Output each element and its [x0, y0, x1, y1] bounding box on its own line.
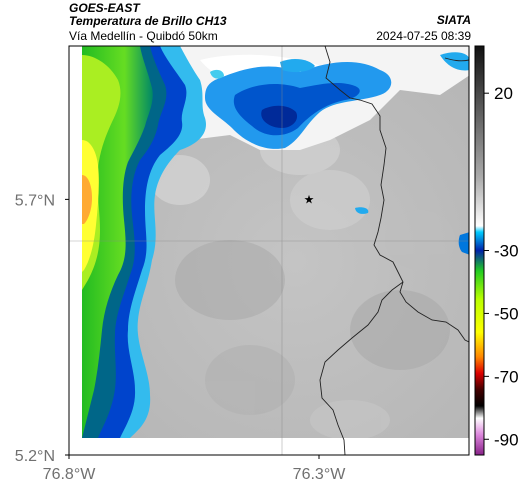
x-axis-ticks: 76.8°W 76.3°W — [43, 455, 347, 483]
y-axis-ticks: 5.7°N 5.2°N — [15, 192, 69, 465]
satellite-name: GOES-EAST — [69, 1, 140, 15]
colorbar-tick-label: -30 — [494, 242, 519, 261]
location-star-icon: ★ — [304, 192, 315, 206]
x-tick-label: 76.8°W — [43, 466, 97, 483]
gridlines — [69, 46, 469, 455]
plot-border — [68, 45, 470, 456]
route-subtitle: Vía Medellín - Quibdó 50km — [69, 29, 218, 43]
boundaries — [319, 45, 470, 456]
colorbar-tick-label: 20 — [494, 84, 513, 103]
y-tick-label: 5.2°N — [15, 448, 55, 465]
y-tick-label: 5.7°N — [15, 192, 55, 209]
satellite-image — [82, 46, 469, 438]
timestamp: 2024-07-25 08:39 — [376, 29, 471, 43]
organization-name: SIATA — [436, 13, 471, 27]
colorbar-tick-label: -90 — [494, 430, 519, 449]
product-title: Temperatura de Brillo CH13 — [69, 14, 227, 28]
colorbar-tick-label: -70 — [494, 367, 519, 386]
colorbar: 20 -30 -50 -70 -90 — [474, 45, 519, 456]
colorbar-tick-label: -50 — [494, 304, 519, 323]
x-tick-label: 76.3°W — [293, 466, 347, 483]
